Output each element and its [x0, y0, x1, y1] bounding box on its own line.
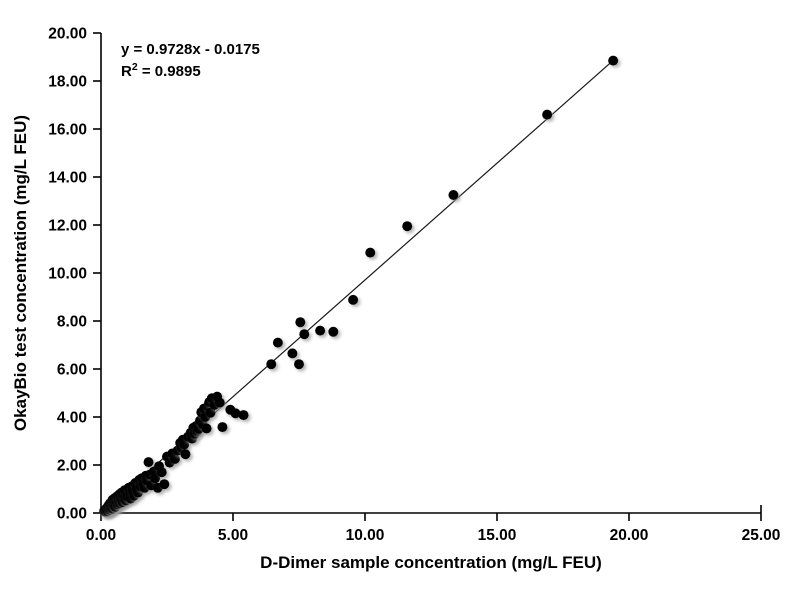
- data-point: [159, 479, 170, 490]
- y-tick-label: 20.00: [48, 26, 87, 43]
- data-point: [230, 408, 241, 419]
- y-tick-label: 4.00: [57, 410, 87, 427]
- data-point: [348, 294, 359, 305]
- data-point: [299, 329, 310, 340]
- r-squared-annotation: R2 = 0.9895: [121, 61, 201, 80]
- data-point: [156, 467, 167, 478]
- x-axis-title: D-Dimer sample concentration (mg/L FEU): [260, 553, 602, 572]
- data-point: [180, 449, 191, 460]
- data-point: [150, 473, 161, 484]
- y-axis-title: OkayBio test concentration (mg/L FEU): [11, 115, 30, 431]
- y-tick-label: 8.00: [57, 314, 87, 331]
- x-tick-label: 25.00: [742, 527, 781, 544]
- data-point: [214, 397, 225, 408]
- data-point: [205, 407, 216, 418]
- data-points-group: [99, 55, 619, 517]
- equation-annotation: y = 0.9728x - 0.0175: [121, 41, 260, 58]
- data-point: [238, 410, 249, 421]
- data-point: [315, 325, 326, 336]
- y-tick-label: 2.00: [57, 458, 87, 475]
- y-tick-label: 12.00: [48, 218, 87, 235]
- data-point: [542, 109, 553, 120]
- r-squared-exponent: 2: [132, 61, 138, 73]
- x-tick-label: 20.00: [610, 527, 649, 544]
- data-point: [201, 423, 212, 434]
- data-point: [217, 422, 228, 433]
- x-tick-label: 10.00: [346, 527, 385, 544]
- data-point: [272, 337, 283, 348]
- x-axis-ticks: 0.00 5.00 10.00 15.00 20.00 25.00: [86, 513, 780, 544]
- r-squared-prefix: R: [121, 63, 132, 80]
- data-point: [287, 348, 298, 359]
- data-point: [143, 457, 154, 468]
- data-point: [608, 55, 619, 66]
- y-tick-label: 18.00: [48, 74, 87, 91]
- y-tick-label: 16.00: [48, 122, 87, 139]
- data-point: [169, 454, 180, 464]
- y-tick-label: 10.00: [48, 266, 87, 283]
- y-tick-label: 0.00: [57, 506, 87, 523]
- data-point: [295, 317, 306, 328]
- data-point: [365, 247, 376, 258]
- data-point: [328, 326, 339, 337]
- x-tick-label: 15.00: [478, 527, 517, 544]
- data-point: [179, 439, 190, 450]
- x-tick-label: 5.00: [218, 527, 248, 544]
- data-point: [448, 190, 459, 200]
- y-tick-label: 6.00: [57, 362, 87, 379]
- data-point: [294, 359, 304, 370]
- y-tick-label: 14.00: [48, 170, 87, 187]
- x-tick-label: 0.00: [86, 527, 116, 544]
- data-point: [402, 221, 413, 232]
- y-axis-ticks: 0.00 2.00 4.00 6.00 8.00 10.00 12.00 14.00 16.00…: [48, 26, 101, 523]
- r-squared-value: = 0.9895: [138, 63, 201, 80]
- data-point: [266, 359, 277, 370]
